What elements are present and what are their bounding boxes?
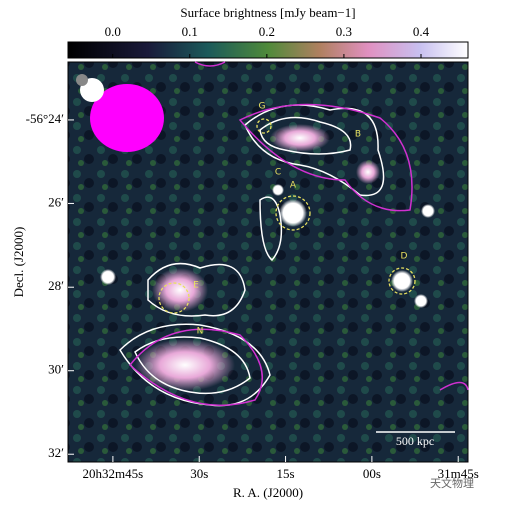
source-label: C (275, 168, 281, 178)
source-label: B (355, 130, 361, 140)
source-label: G (259, 102, 266, 112)
colorbar-tick-label: 0.4 (413, 24, 430, 39)
y-axis-label: Decl. (J2000) (11, 227, 26, 298)
x-tick-label: 31m45s (438, 466, 479, 481)
source-label: A (290, 181, 297, 191)
source-label: E (193, 281, 199, 291)
x-axis-label: R. A. (J2000) (233, 485, 303, 500)
colorbar-tick-label: 0.1 (182, 24, 198, 39)
x-tick-label: 00s (363, 466, 381, 481)
source-label: N (197, 327, 204, 337)
y-tick-label: 30′ (48, 362, 64, 377)
x-tick-label: 30s (190, 466, 208, 481)
y-tick-label: -56°24′ (26, 111, 65, 126)
y-tick-label: 26′ (48, 194, 64, 209)
y-tick-label: 28′ (48, 278, 64, 293)
colorbar (67, 41, 469, 59)
source-label: D (401, 252, 408, 262)
colorbar-tick-label: 0.2 (259, 24, 275, 39)
colorbar-label: Surface brightness [mJy beam−1] (180, 5, 355, 20)
sky-image (67, 61, 469, 463)
y-tick-label: 32′ (48, 445, 64, 460)
scale-bar-label: 500 kpc (396, 434, 434, 448)
x-tick-label: 15s (277, 466, 295, 481)
x-tick-label: 20h32m45s (83, 466, 144, 481)
colorbar-tick-label: 0.3 (336, 24, 352, 39)
watermark: 天文物理 (430, 476, 474, 490)
colorbar-tick-label: 0.0 (105, 24, 121, 39)
